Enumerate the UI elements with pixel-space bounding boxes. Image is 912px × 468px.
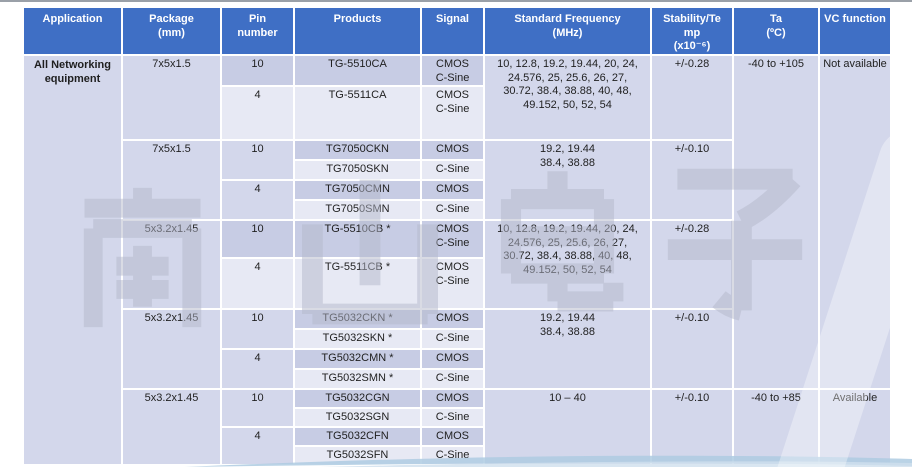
table-row: TG5032SKN * C-Sine [23, 328, 891, 350]
cell-application: All Networking equipment [22, 54, 123, 466]
cell-frequency: 19.2, 19.44 38.4, 38.88 [483, 139, 652, 221]
cell-product: TG-5510CB * [293, 219, 422, 259]
cell-pin: 4 [220, 257, 295, 310]
cell-product: TG5032SGN [293, 407, 422, 428]
col-header-pin-number: Pin number [220, 6, 295, 56]
cell-product: TG5032SFN [293, 445, 422, 466]
table-row: 4 TG5032CMN * CMOS [23, 348, 891, 390]
col-header-vc-function: VC function [818, 6, 892, 56]
table-row: 5x3.2x1.45 10 TG5032CGN CMOS 10 – 40 +/-… [23, 388, 892, 466]
cell-signal: C-Sine [420, 368, 485, 390]
cell-pin: 10 [220, 219, 295, 259]
cell-package: 5x3.2x1.45 [121, 219, 222, 310]
table-row: All Networking equipment 7x5x1.5 10 TG-5… [22, 54, 892, 466]
cell-package: 7x5x1.5 [121, 54, 222, 141]
cell-pin: 10 [220, 388, 295, 428]
cell-product: TG5032CKN * [293, 308, 422, 330]
cell-signal: CMOS C-Sine [420, 54, 485, 87]
cell-frequency: 19.2, 19.44 38.4, 38.88 [483, 308, 652, 390]
cell-product: TG7050SMN [293, 199, 422, 221]
cell-package: 5x3.2x1.45 [121, 308, 222, 390]
cell-signal: C-Sine [420, 328, 485, 350]
cell-signal: CMOS [420, 388, 485, 409]
cell-signal: CMOS [420, 308, 485, 330]
cell-stability: +/-0.10 [650, 139, 734, 221]
cell-pin: 4 [220, 426, 295, 466]
cell-product: TG7050SKN [293, 159, 422, 181]
cell-signal: C-Sine [420, 199, 485, 221]
cell-frequency: 10, 12.8, 19.2, 19.44, 20, 24, 24.576, 2… [483, 219, 652, 310]
cell-pin: 4 [220, 179, 295, 221]
col-header-signal: Signal [420, 6, 485, 56]
cell-signal: C-Sine [420, 445, 485, 466]
cell-package: 7x5x1.5 [121, 139, 222, 221]
cell-package: 5x3.2x1.45 [121, 388, 222, 466]
cell-pin: 10 [220, 308, 295, 350]
cell-signal: CMOS C-Sine [420, 85, 485, 141]
cell-pin: 4 [220, 348, 295, 390]
cell-signal: CMOS [420, 426, 485, 447]
cell-stability: +/-0.28 [650, 54, 734, 141]
cell-vc: Not available [818, 54, 892, 390]
cell-stability: +/-0.28 [650, 219, 734, 310]
cell-product: TG5032SMN * [293, 368, 422, 390]
col-header-products: Products [293, 6, 422, 56]
cell-pin: 10 [220, 54, 295, 87]
cell-signal: CMOS [420, 179, 485, 201]
cell-signal: CMOS [420, 348, 485, 370]
table-row: TG7050SKN C-Sine [23, 159, 891, 181]
cell-product: TG5032CMN * [293, 348, 422, 370]
product-table: Application Package (mm) Pin number Prod… [22, 6, 892, 466]
cell-frequency: 10, 12.8, 19.2, 19.44, 20, 24, 24.576, 2… [483, 54, 652, 141]
cell-pin: 4 [220, 85, 295, 141]
table-row: 4 TG-5511CA CMOS C-Sine [23, 85, 891, 141]
cell-signal: C-Sine [420, 159, 485, 181]
table-row: TG5032SGN C-Sine [23, 407, 891, 428]
cell-product: TG5032SKN * [293, 328, 422, 350]
col-header-ta: Ta (ºC) [732, 6, 820, 56]
table-row: TG5032SMN * C-Sine [23, 368, 891, 390]
cell-product: TG7050CMN [293, 179, 422, 201]
cell-signal: CMOS [420, 139, 485, 161]
cell-product: TG-5510CA [293, 54, 422, 87]
top-rule [0, 0, 912, 2]
cell-product: TG-5511CA [293, 85, 422, 141]
cell-ta: -40 to +105 [732, 54, 820, 390]
cell-product: TG5032CFN [293, 426, 422, 447]
cell-product: TG7050CKN [293, 139, 422, 161]
cell-product: TG-5511CB * [293, 257, 422, 310]
cell-product: TG5032CGN [293, 388, 422, 409]
cell-frequency: 10 – 40 [483, 388, 652, 466]
col-header-package: Package (mm) [121, 6, 222, 56]
col-header-stability: Stability/Te mp (x10⁻⁶) [650, 6, 734, 56]
cell-signal: CMOS C-Sine [420, 257, 485, 310]
col-header-standard-frequency: Standard Frequency (MHz) [483, 6, 652, 56]
cell-stability: +/-0.10 [650, 308, 734, 390]
cell-stability: +/-0.10 [650, 388, 734, 466]
cell-vc: Available [818, 388, 892, 466]
header-row: Application Package (mm) Pin number Prod… [22, 6, 892, 56]
cell-signal: C-Sine [420, 407, 485, 428]
col-header-application: Application [22, 6, 123, 56]
cell-signal: CMOS C-Sine [420, 219, 485, 259]
cell-pin: 10 [220, 139, 295, 181]
cell-ta: -40 to +85 [732, 388, 820, 466]
